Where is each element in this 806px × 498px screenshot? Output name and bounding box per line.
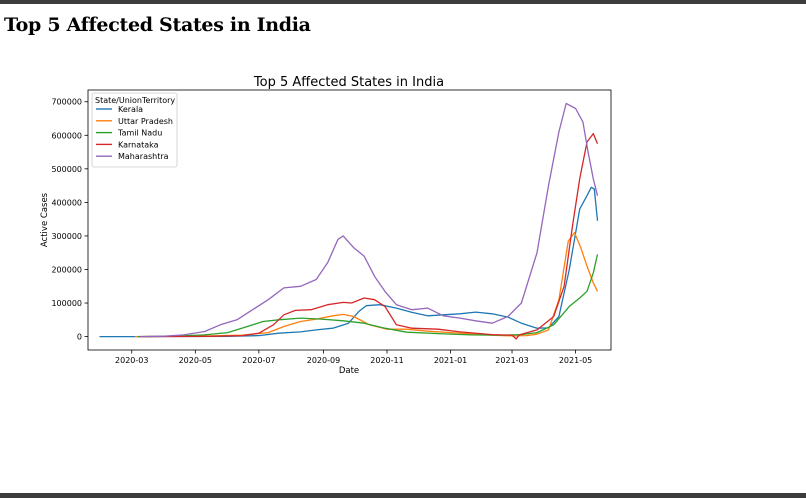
y-tick-label: 700000 xyxy=(51,98,82,107)
x-tick-label: 2020-07 xyxy=(242,356,275,365)
x-tick-label: 2020-09 xyxy=(307,356,340,365)
x-tick-label: 2020-11 xyxy=(370,356,403,365)
x-axis-label: Date xyxy=(339,366,359,376)
legend-title: State/UnionTerritory xyxy=(95,96,175,105)
legend-label-kerala: Kerala xyxy=(118,105,143,114)
legend-label-maharashtra: Maharashtra xyxy=(118,152,169,161)
series-line-karnataka xyxy=(140,132,599,340)
series-line-kerala xyxy=(99,186,599,338)
legend: State/UnionTerritory Kerala Uttar Pradesh… xyxy=(91,92,178,168)
y-tick-label: 200000 xyxy=(51,265,82,274)
x-tick-label: 2020-05 xyxy=(179,356,212,365)
legend-label-uttar-pradesh: Uttar Pradesh xyxy=(118,117,173,126)
series-line-maharashtra xyxy=(140,102,599,338)
y-tick-label: 500000 xyxy=(51,165,82,174)
x-tick-label: 2021-05 xyxy=(559,356,592,365)
y-tick-label: 100000 xyxy=(51,299,82,308)
series-layer xyxy=(99,102,599,340)
y-tick-label: 600000 xyxy=(51,131,82,140)
y-tick-label: 300000 xyxy=(51,232,82,241)
y-axis-ticks: 0 100000 200000 300000 400000 500000 600000 700… xyxy=(51,98,88,342)
bottom-border-bar xyxy=(0,493,806,498)
y-axis-label: Active Cases xyxy=(40,192,50,247)
page-heading: Top 5 Affected States in India xyxy=(4,14,311,36)
legend-items: Kerala Uttar Pradesh Tamil Nadu Karnataka Ma… xyxy=(96,105,173,161)
chart-title: Top 5 Affected States in India xyxy=(253,75,444,90)
y-tick-label: 400000 xyxy=(51,198,82,207)
top-border-bar xyxy=(0,0,806,4)
plot-area-frame xyxy=(87,89,612,351)
legend-label-karnataka: Karnataka xyxy=(118,140,159,149)
x-tick-label: 2020-03 xyxy=(115,356,148,365)
x-tick-label: 2021-01 xyxy=(434,356,467,365)
x-tick-label: 2021-03 xyxy=(495,356,528,365)
series-line-tamil-nadu xyxy=(137,254,599,338)
x-axis-ticks: 2020-03 2020-05 2020-07 2020-09 2020-11 2021-… xyxy=(115,350,592,365)
legend-label-tamil-nadu: Tamil Nadu xyxy=(117,129,162,138)
legend-box xyxy=(91,92,178,168)
y-tick-label: 0 xyxy=(77,333,82,342)
series-line-uttar-pradesh xyxy=(134,231,599,338)
